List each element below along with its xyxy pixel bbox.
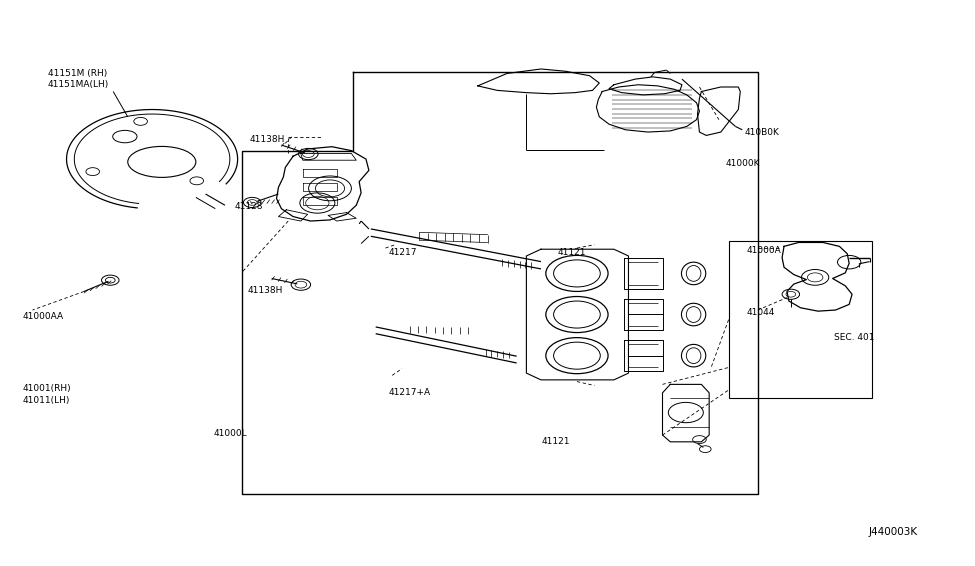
Text: 410B0K: 410B0K: [744, 127, 779, 136]
Text: 41138H: 41138H: [248, 286, 283, 295]
Bar: [728, 241, 872, 398]
Text: 41000A: 41000A: [746, 246, 781, 255]
Text: 41011(LH): 41011(LH): [22, 396, 70, 405]
Text: 41217+A: 41217+A: [388, 388, 430, 397]
Text: 41121: 41121: [558, 247, 586, 256]
Text: SEC. 401: SEC. 401: [834, 333, 875, 341]
Text: 41217: 41217: [388, 248, 417, 257]
Text: 41121: 41121: [542, 438, 570, 447]
Text: 41001(RH): 41001(RH): [22, 384, 71, 393]
Text: 41000AA: 41000AA: [22, 312, 64, 321]
Text: 41151MA(LH): 41151MA(LH): [48, 80, 109, 89]
Text: 41138H: 41138H: [250, 135, 285, 144]
Text: 41044: 41044: [746, 308, 774, 317]
Text: J440003K: J440003K: [869, 527, 917, 537]
Text: 41151M (RH): 41151M (RH): [48, 69, 107, 78]
Text: 41000L: 41000L: [214, 430, 247, 439]
Text: 41128: 41128: [235, 203, 263, 212]
Text: 41000K: 41000K: [725, 159, 760, 168]
